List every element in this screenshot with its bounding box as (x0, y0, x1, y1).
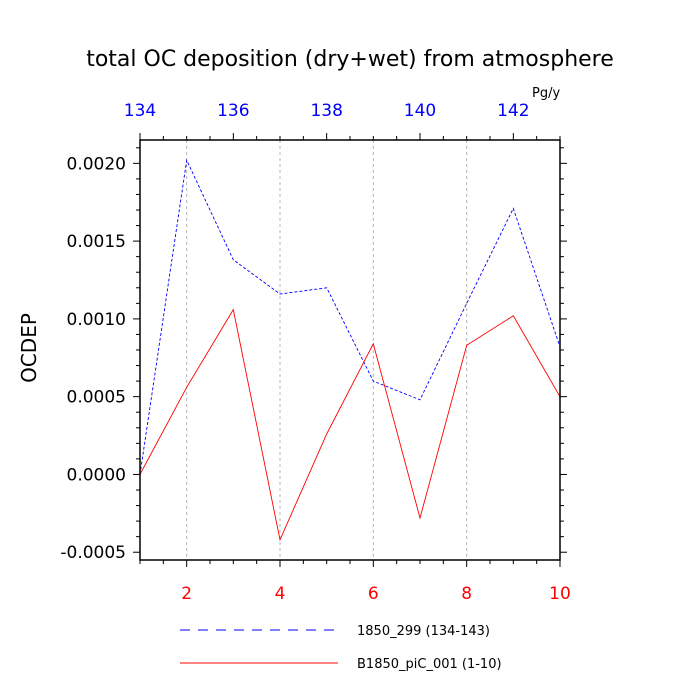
y-tick-label-2: 0.0010 (67, 310, 126, 330)
y-tick-label-4: 0.0000 (67, 465, 126, 485)
series-line-0 (139, 158, 561, 475)
chart-title: total OC deposition (dry+wet) from atmos… (86, 47, 614, 72)
series-layer (139, 158, 561, 542)
axis-ticks: 2 4 6 8 10 134 136 138 140 142 0.0020 0.0015 0.0010 0… (60, 101, 570, 604)
bottom-tick-label-4: 10 (549, 584, 571, 604)
series-line-1 (139, 308, 561, 542)
top-tick-label-4: 142 (497, 101, 529, 121)
top-tick-label-2: 138 (310, 101, 342, 121)
grid-lines (186, 140, 468, 560)
y-axis-label: OCDEP (17, 313, 41, 383)
legend-label-0: 1850_299 (134-143) (357, 624, 490, 639)
units-label: Pg/y (532, 86, 560, 101)
y-tick-label-1: 0.0015 (67, 232, 126, 252)
top-tick-label-0: 134 (124, 101, 156, 121)
y-tick-label-0: 0.0020 (67, 154, 126, 174)
bottom-tick-label-1: 4 (275, 584, 286, 604)
plot-frame (139, 139, 561, 561)
top-tick-label-3: 140 (404, 101, 436, 121)
top-tick-label-1: 136 (217, 101, 249, 121)
y-tick-label-5: -0.0005 (60, 543, 126, 563)
y-tick-label-3: 0.0005 (67, 388, 126, 408)
legend-label-1: B1850_piC_001 (1-10) (357, 657, 502, 672)
bottom-tick-label-0: 2 (181, 584, 192, 604)
legend: 1850_299 (134-143) B1850_piC_001 (1-10) (180, 624, 502, 672)
bottom-tick-label-3: 8 (461, 584, 472, 604)
bottom-tick-label-2: 6 (368, 584, 379, 604)
